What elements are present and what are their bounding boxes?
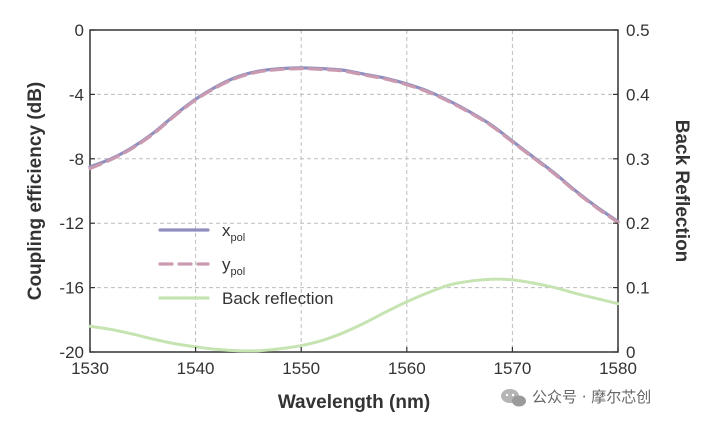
y-right-tick-label: 0 bbox=[626, 343, 635, 362]
watermark: 公众号 · 摩尔芯创 bbox=[501, 388, 651, 407]
series-line-1 bbox=[88, 67, 620, 224]
legend-label-1: ypol bbox=[222, 255, 245, 278]
y-left-tick-label: -12 bbox=[59, 214, 84, 233]
plot-frame bbox=[89, 29, 619, 353]
y-right-tick-label: 0.5 bbox=[626, 21, 650, 40]
legend-label-sub-0: pol bbox=[231, 232, 246, 244]
grid bbox=[90, 30, 618, 352]
y-right-axis-title: Back Reflection bbox=[671, 120, 692, 263]
y-left-tick-label: 0 bbox=[75, 21, 84, 40]
y-left-tick-label: -8 bbox=[69, 150, 84, 169]
series-layer bbox=[88, 66, 620, 353]
y-right-tick-label: 0.2 bbox=[626, 214, 650, 233]
legend-label-main-2: Back reflection bbox=[222, 289, 334, 308]
legend-label-sub-1: pol bbox=[231, 266, 246, 278]
legend-label-0: xpol bbox=[222, 221, 245, 244]
x-tick-label: 1550 bbox=[282, 359, 320, 378]
series-line-2 bbox=[88, 277, 620, 353]
y-left-tick-label: -16 bbox=[59, 279, 84, 298]
y-left-axis-title: Coupling efficiency (dB) bbox=[25, 82, 46, 301]
watermark-text: 公众号 · 摩尔芯创 bbox=[532, 388, 651, 406]
legend-label-main-0: x bbox=[222, 221, 231, 240]
y-right-tick-label: 0.3 bbox=[626, 150, 650, 169]
x-axis-title: Wavelength (nm) bbox=[278, 392, 430, 413]
x-tick-label: 1560 bbox=[388, 359, 426, 378]
legend-label-2: Back reflection bbox=[222, 289, 334, 308]
ticks-layer: 1530 1540 1550 1560 1570 15800-4-8-12-16-200.… bbox=[59, 21, 649, 378]
y-left-tick-label: -20 bbox=[59, 343, 84, 362]
x-tick-label: 1580 bbox=[599, 359, 637, 378]
legend-label-main-1: y bbox=[222, 255, 231, 274]
wechat-icon bbox=[501, 389, 526, 407]
x-tick-label: 1570 bbox=[493, 359, 531, 378]
y-left-tick-label: -4 bbox=[69, 85, 84, 104]
x-tick-label: 1530 bbox=[71, 359, 109, 378]
x-tick-label: 1540 bbox=[177, 359, 215, 378]
y-right-tick-label: 0.1 bbox=[626, 279, 650, 298]
y-right-tick-label: 0.4 bbox=[626, 85, 650, 104]
